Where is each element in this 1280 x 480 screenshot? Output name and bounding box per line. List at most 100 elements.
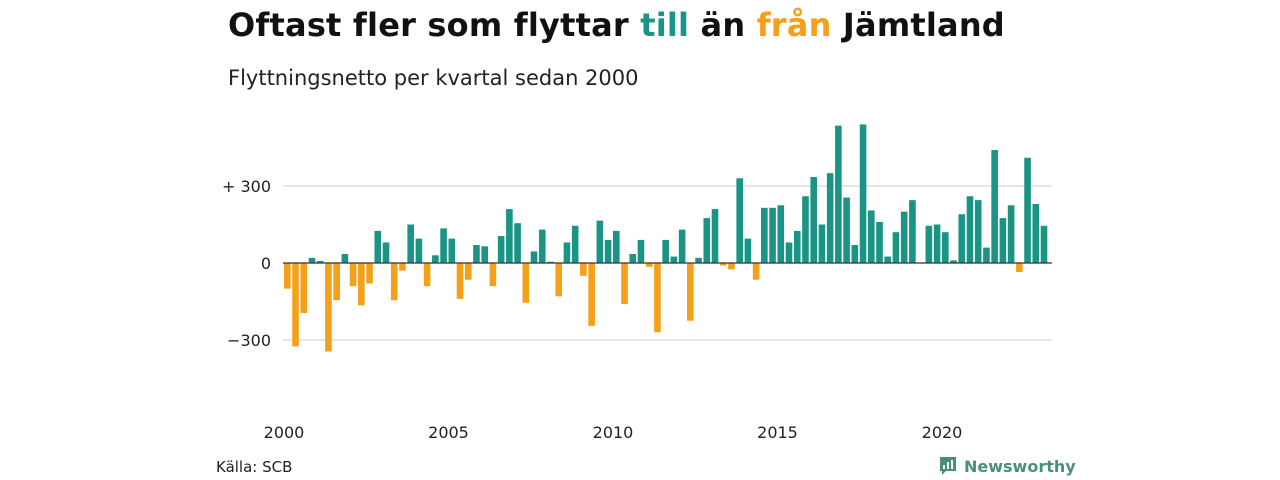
bar (925, 225, 933, 263)
bar (851, 245, 859, 263)
bar (744, 238, 752, 263)
bar (300, 263, 308, 314)
title-word-in: till (640, 6, 690, 44)
bar (284, 263, 291, 289)
bar (374, 230, 382, 263)
bar (843, 197, 850, 263)
bar (761, 207, 768, 263)
bar (687, 263, 694, 321)
bar (613, 230, 620, 263)
x-axis-labels: 2000 2005 2010 2015 2020 (264, 423, 963, 442)
bar (752, 263, 760, 280)
bar (777, 205, 785, 263)
bar (728, 263, 735, 270)
bar (818, 224, 826, 263)
bar (1007, 205, 1015, 263)
bar (621, 263, 628, 305)
bar (333, 263, 340, 301)
bar (719, 263, 727, 266)
bar (555, 263, 563, 297)
bar (966, 196, 974, 263)
bar (514, 223, 521, 263)
bar (308, 257, 316, 263)
bar (506, 209, 513, 263)
bar (571, 225, 579, 263)
y-tick-label: 0 (261, 254, 271, 273)
bar (292, 263, 299, 347)
bar (867, 210, 875, 263)
y-tick-label: −300 (227, 331, 271, 350)
grid-lines (283, 185, 1052, 341)
bar (415, 238, 423, 263)
x-tick-label: 2015 (757, 423, 798, 442)
bar (933, 224, 941, 263)
bar (785, 242, 793, 263)
x-tick-label: 2010 (593, 423, 634, 442)
bar (1032, 203, 1040, 263)
bar (399, 263, 406, 271)
bar (588, 263, 595, 326)
newsworthy-logo-icon (940, 457, 956, 475)
bar (1016, 263, 1023, 272)
bar (810, 177, 817, 263)
brand-logo: Newsworthy (938, 455, 1076, 477)
bar (349, 263, 357, 287)
bars (284, 124, 1048, 352)
bar (802, 196, 809, 263)
bar (522, 263, 530, 303)
bar (456, 263, 464, 299)
bar (835, 125, 842, 264)
y-axis-labels: + 300 0 −300 (222, 177, 271, 350)
bar (711, 209, 719, 263)
bar (1024, 157, 1031, 263)
bar (538, 229, 546, 263)
bar (736, 178, 743, 263)
source-note: Källa: SCB (216, 458, 293, 476)
bar (900, 211, 908, 263)
title-part-2: än (689, 6, 757, 44)
bar (769, 207, 776, 263)
x-tick-label: 2020 (922, 423, 963, 442)
bar (942, 232, 949, 263)
bar (547, 261, 554, 263)
bar (316, 260, 324, 263)
bar (423, 263, 431, 287)
bar (358, 263, 365, 306)
bar (670, 256, 678, 263)
bar (629, 254, 637, 263)
bar (382, 242, 390, 263)
bar (876, 221, 883, 263)
bar (325, 263, 332, 352)
bar (884, 256, 892, 263)
bar (497, 236, 505, 263)
bar (678, 229, 686, 263)
bar (580, 263, 587, 276)
chart-subtitle: Flyttningsnetto per kvartal sedan 2000 (228, 66, 639, 90)
bar (892, 232, 900, 263)
bar (563, 242, 571, 263)
bar (407, 224, 414, 263)
y-tick-label: + 300 (222, 177, 271, 196)
bar (473, 245, 480, 263)
bar (366, 263, 373, 284)
bar (637, 239, 645, 263)
bar (909, 200, 916, 263)
bar (464, 263, 472, 280)
x-tick-label: 2000 (264, 423, 305, 442)
bar (341, 254, 349, 263)
title-word-out: från (756, 6, 832, 44)
bar (440, 228, 447, 263)
bar (596, 220, 604, 263)
bar (826, 173, 834, 263)
bar (950, 260, 957, 263)
x-tick-label: 2005 (428, 423, 469, 442)
bar (983, 247, 990, 263)
bar (530, 251, 538, 263)
bar (481, 246, 488, 263)
bar (999, 218, 1007, 263)
bar (859, 124, 867, 264)
bar (604, 239, 612, 263)
bar (432, 255, 439, 263)
title-part-1: Oftast fler som flyttar (228, 6, 641, 44)
bar (991, 150, 998, 263)
